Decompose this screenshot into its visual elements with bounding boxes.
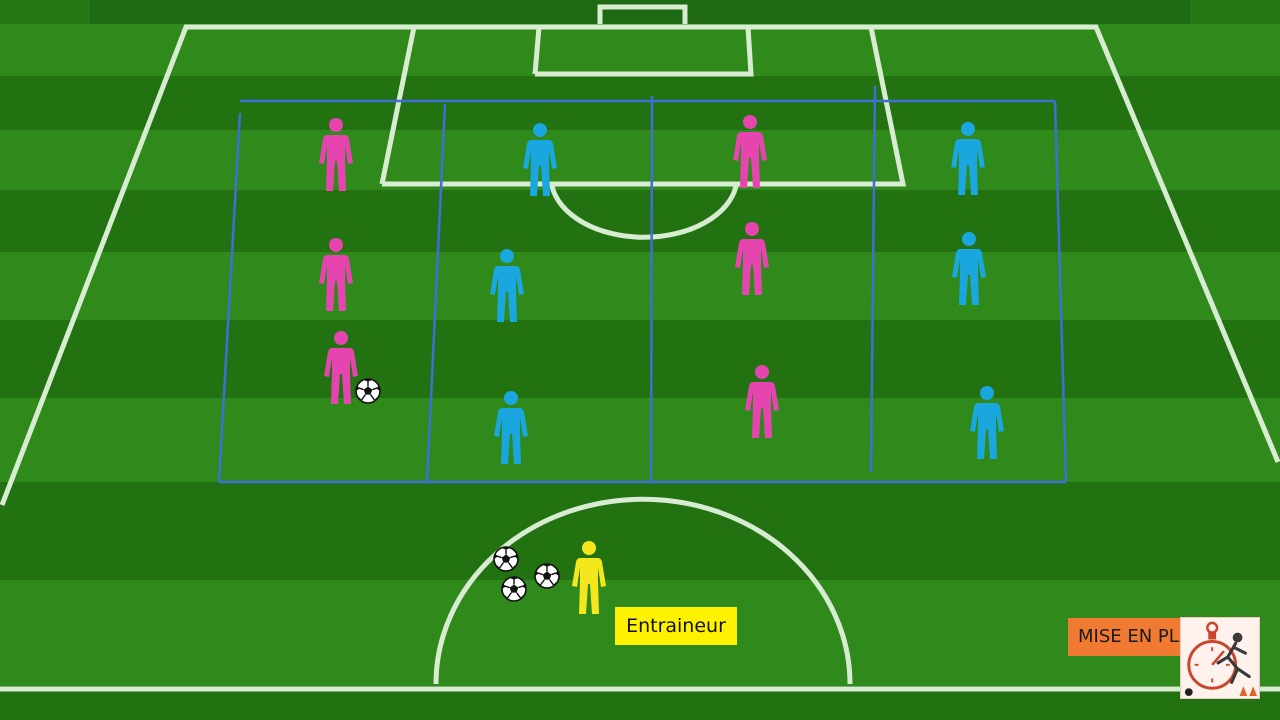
ball-icon	[355, 378, 381, 404]
ball-icon	[493, 546, 519, 572]
stopwatch-footballer-logo-icon	[1180, 617, 1260, 699]
ball-icon	[534, 563, 560, 589]
mise-en-place-badge: MISE EN PLACE	[1068, 618, 1192, 656]
drill-zones-grid	[217, 85, 1068, 484]
ball-icon	[501, 576, 527, 602]
pitch-markings	[0, 4, 1280, 692]
coach-label: Entraineur	[615, 607, 737, 645]
